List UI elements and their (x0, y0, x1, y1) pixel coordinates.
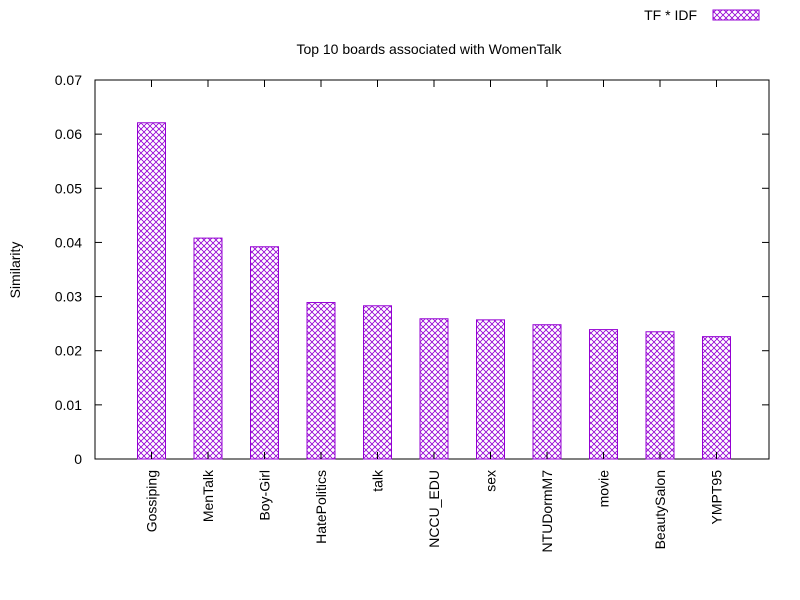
x-tick-label: talk (370, 469, 386, 492)
x-tick-labels: Gossiping MenTalk Boy-Girl HatePolitics talk… (144, 469, 725, 552)
y-tick-label: 0.05 (55, 180, 82, 196)
axis-ticks: 0 0.01 0.02 0.03 0.04 0.05 0.06 0.07 (55, 72, 769, 467)
y-tick-label: 0.03 (55, 289, 82, 305)
x-tick-label: NTUDormM7 (539, 470, 555, 553)
x-tick-label: HatePolitics (313, 470, 329, 544)
legend-swatch (712, 9, 760, 21)
x-tick-label: sex (483, 470, 499, 492)
bar-nccu-edu (419, 318, 449, 460)
bar-ympt95 (702, 336, 731, 460)
legend-label: TF * IDF (644, 7, 697, 23)
bar-ntudormm7 (532, 324, 562, 460)
x-tick-label: Gossiping (144, 470, 160, 532)
y-tick-label: 0.04 (55, 234, 82, 250)
y-tick-label: 0.06 (55, 126, 82, 142)
bar-movie (589, 329, 618, 460)
legend: TF * IDF (644, 7, 760, 23)
x-tick-label: movie (596, 470, 612, 508)
bar-mentalk (193, 237, 223, 460)
bar-talk (363, 305, 392, 460)
x-tick-label: YMPT95 (709, 470, 725, 525)
bar-beautysalon (645, 331, 675, 460)
bar-gossiping (137, 122, 166, 460)
x-tick-label: Boy-Girl (257, 470, 273, 521)
bars (137, 80, 731, 460)
bar-hatepolitics (306, 302, 336, 460)
y-tick-label: 0.07 (55, 72, 82, 88)
y-axis-label: Similarity (7, 242, 23, 299)
y-tick-label: 0.01 (55, 397, 82, 413)
bar-boy-girl (250, 246, 279, 460)
x-tick-label: BeautySalon (652, 470, 668, 549)
y-tick-label: 0.02 (55, 343, 82, 359)
bar-sex (476, 319, 505, 460)
x-tick-label: NCCU_EDU (426, 470, 442, 548)
chart-title: Top 10 boards associated with WomenTalk (296, 41, 562, 57)
x-tick-label: MenTalk (200, 469, 216, 522)
y-tick-label: 0 (74, 451, 82, 467)
